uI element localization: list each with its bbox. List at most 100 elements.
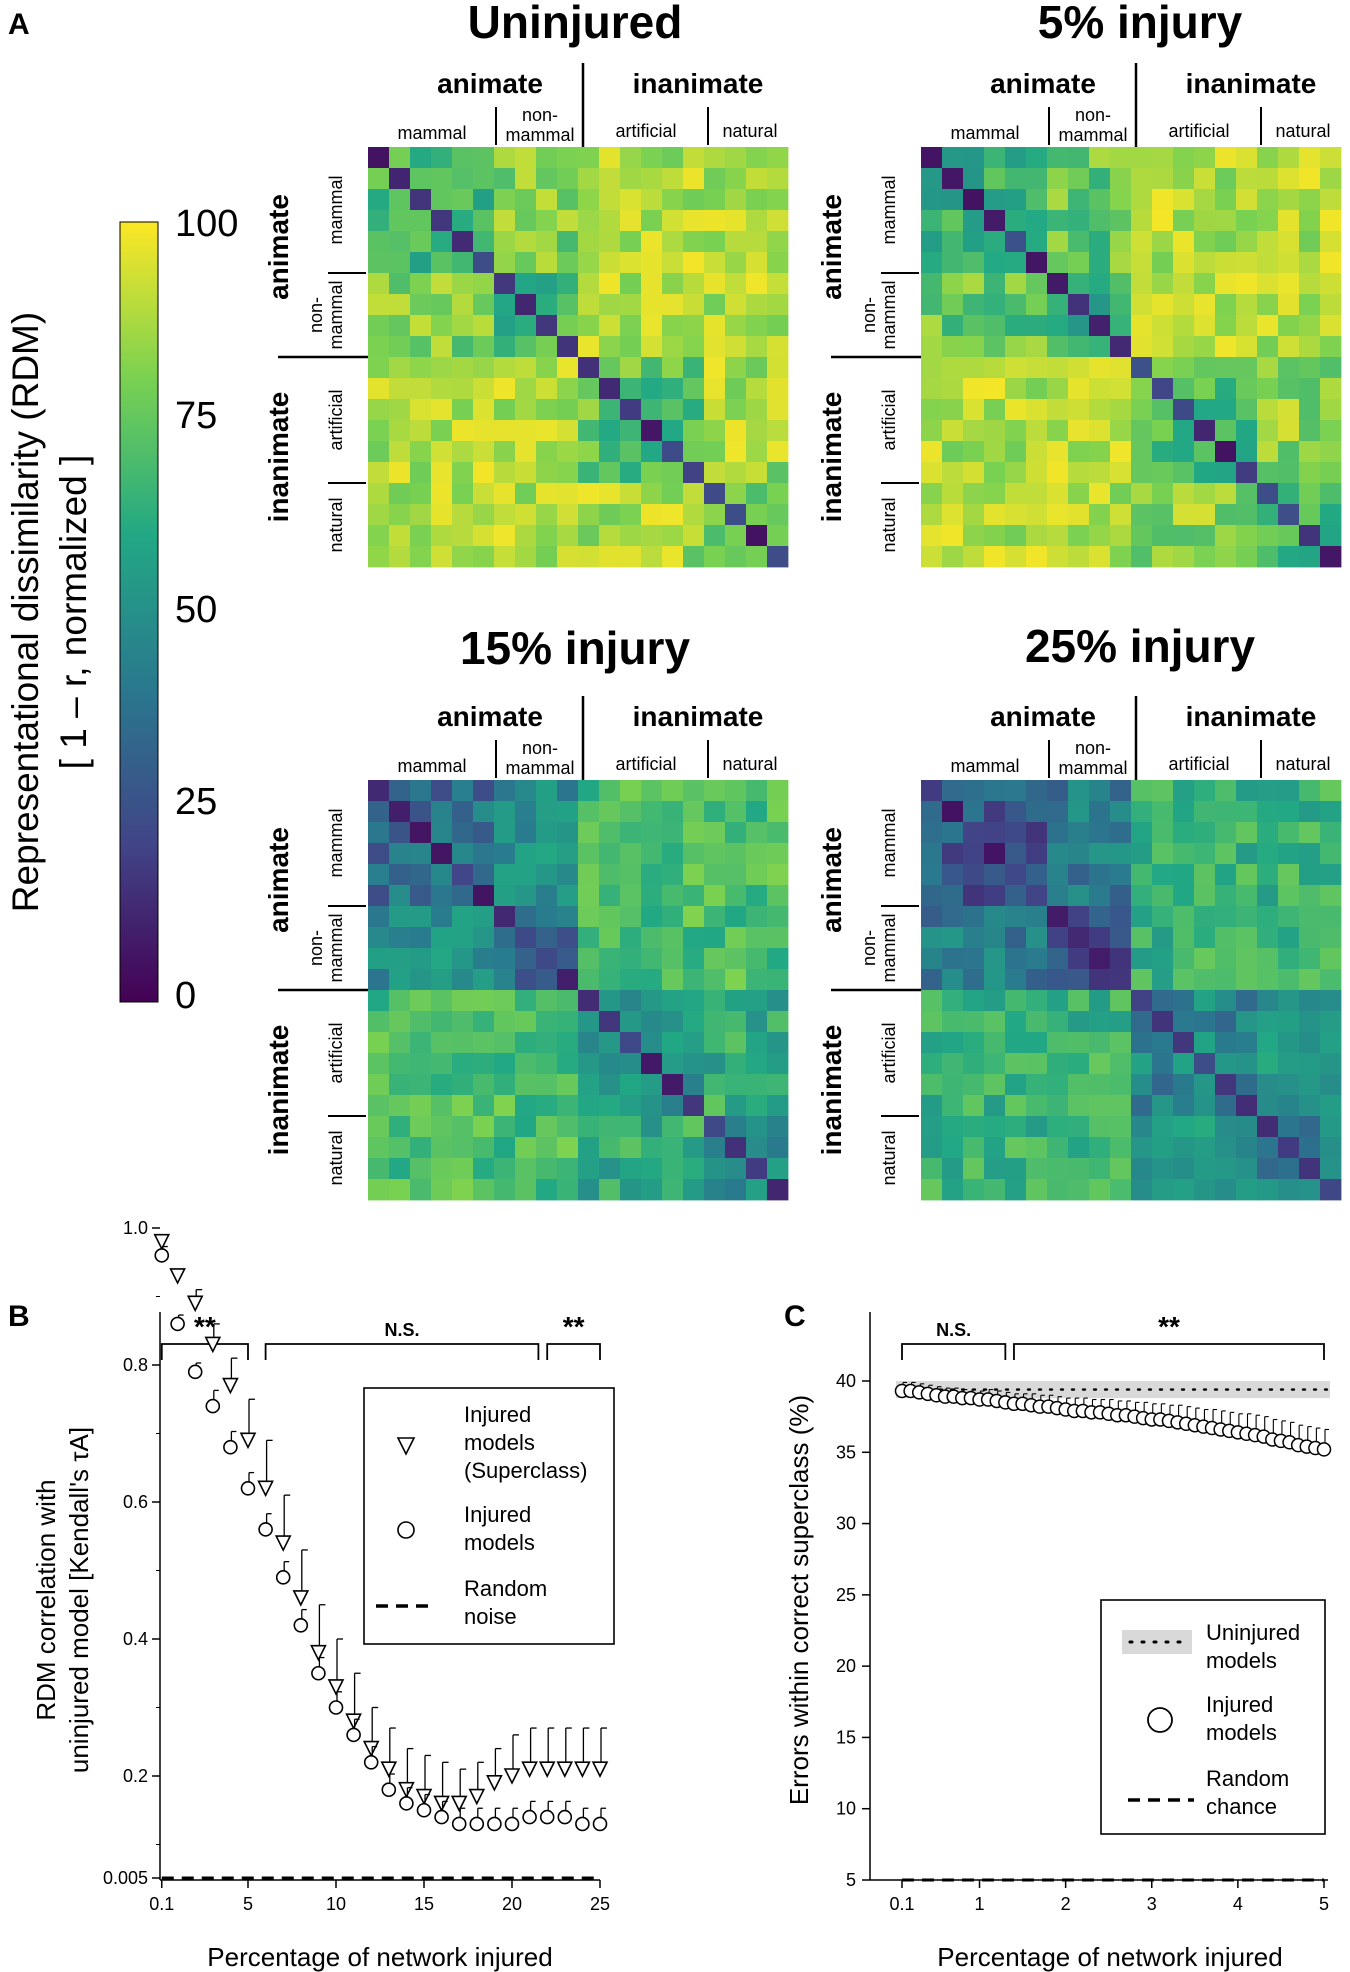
rdm-cell xyxy=(1215,210,1237,232)
sub-label-mammal-left: mammal xyxy=(879,175,899,244)
rdm-cell xyxy=(725,1032,747,1054)
rdm-cell xyxy=(1278,969,1300,991)
rdm-cell xyxy=(1068,990,1090,1012)
rdm-cell xyxy=(410,378,432,400)
rdm-cell xyxy=(494,1095,516,1117)
rdm-cell xyxy=(1173,420,1195,442)
rdm-cell xyxy=(1089,990,1111,1012)
rdm-cell xyxy=(557,1179,579,1201)
rdm-cell xyxy=(1089,1158,1111,1180)
rdm-cell xyxy=(368,1179,390,1201)
rdm-cell xyxy=(494,1032,516,1054)
rdm-cell xyxy=(662,822,684,844)
rdm-cell xyxy=(1089,525,1111,547)
rdm-cell xyxy=(410,1179,432,1201)
rdm-cell xyxy=(515,147,537,169)
rdm-cell xyxy=(1110,483,1132,505)
rdm-cell xyxy=(725,378,747,400)
rdm-cell xyxy=(431,147,453,169)
rdm-cell xyxy=(410,147,432,169)
rdm-cell xyxy=(620,801,642,823)
b-point-superclass xyxy=(153,1233,171,1251)
b-point-injured xyxy=(240,1481,256,1496)
group-label-inanimate: inanimate xyxy=(1186,701,1317,732)
rdm-cell xyxy=(1215,420,1237,442)
rdm-cell xyxy=(1131,1074,1153,1096)
b-point-injured xyxy=(399,1796,414,1811)
c-legend-label: Uninjured xyxy=(1206,1620,1300,1645)
rdm-cell xyxy=(599,1095,621,1117)
rdm-cell xyxy=(641,525,663,547)
rdm-cell xyxy=(494,843,516,865)
rdm-cell xyxy=(704,441,726,463)
sub-label-artificial: artificial xyxy=(1168,754,1229,774)
b-point-superclass xyxy=(292,1590,310,1607)
rdm-cell xyxy=(431,357,453,379)
rdm-cell xyxy=(683,147,705,169)
rdm-cell xyxy=(1278,927,1300,949)
rdm-cell xyxy=(578,273,600,295)
rdm-cell xyxy=(599,168,621,190)
rdm-cell xyxy=(725,546,747,568)
rdm-cell xyxy=(578,1074,600,1096)
rdm-cell xyxy=(1005,147,1027,169)
rdm-cell xyxy=(1152,885,1174,907)
rdm-cell xyxy=(410,189,432,211)
rdm-cell xyxy=(1068,231,1090,253)
rdm-cell xyxy=(557,378,579,400)
b-y-tick-label: 0.2 xyxy=(123,1766,148,1786)
rdm-cell xyxy=(410,885,432,907)
rdm-cell xyxy=(1047,462,1069,484)
rdm-title: 25% injury xyxy=(1025,620,1256,672)
rdm-cell xyxy=(942,948,964,970)
rdm-cell xyxy=(1236,1074,1258,1096)
rdm-cell xyxy=(921,843,943,865)
rdm-cell xyxy=(1320,378,1342,400)
rdm-cell xyxy=(494,1158,516,1180)
rdm-cell xyxy=(942,843,964,865)
rdm-cell xyxy=(683,546,705,568)
rdm-cell xyxy=(1194,948,1216,970)
rdm-cell xyxy=(410,315,432,337)
rdm-cell xyxy=(1257,1116,1279,1138)
rdm-cell xyxy=(1089,969,1111,991)
rdm-cell xyxy=(578,1053,600,1075)
rdm-cell xyxy=(641,843,663,865)
rdm-cell xyxy=(368,273,390,295)
rdm-cell xyxy=(1194,357,1216,379)
rdm-cell xyxy=(494,252,516,274)
rdm-cell xyxy=(704,231,726,253)
rdm-cell xyxy=(942,189,964,211)
rdm-cell xyxy=(515,1011,537,1033)
rdm-cell xyxy=(1173,843,1195,865)
rdm-cell xyxy=(746,864,768,886)
rdm-cell xyxy=(1152,780,1174,802)
rdm-cell xyxy=(1320,294,1342,316)
rdm-cell xyxy=(599,1074,621,1096)
rdm-cell xyxy=(368,336,390,358)
rdm-cell xyxy=(683,843,705,865)
rdm-cell xyxy=(620,822,642,844)
rdm-cell xyxy=(599,378,621,400)
rdm-cell xyxy=(1257,990,1279,1012)
rdm-cell xyxy=(641,801,663,823)
rdm-cell xyxy=(1047,147,1069,169)
rdm-cell xyxy=(641,315,663,337)
rdm-cell xyxy=(683,1158,705,1180)
rdm-cell xyxy=(494,273,516,295)
rdm-cell xyxy=(1005,885,1027,907)
rdm-cell xyxy=(746,483,768,505)
sub-label-mammal-left: mammal xyxy=(326,808,346,877)
rdm-cell xyxy=(662,483,684,505)
rdm-cell xyxy=(452,1179,474,1201)
rdm-cell xyxy=(1152,1158,1174,1180)
rdm-cell xyxy=(452,315,474,337)
sub-label-mammal: mammal xyxy=(397,756,466,776)
rdm-cell xyxy=(473,1179,495,1201)
b-point-injured xyxy=(311,1665,326,1681)
rdm-cell xyxy=(473,147,495,169)
rdm-cell xyxy=(1068,462,1090,484)
rdm-cell xyxy=(1320,1032,1342,1054)
rdm-cell xyxy=(620,378,642,400)
